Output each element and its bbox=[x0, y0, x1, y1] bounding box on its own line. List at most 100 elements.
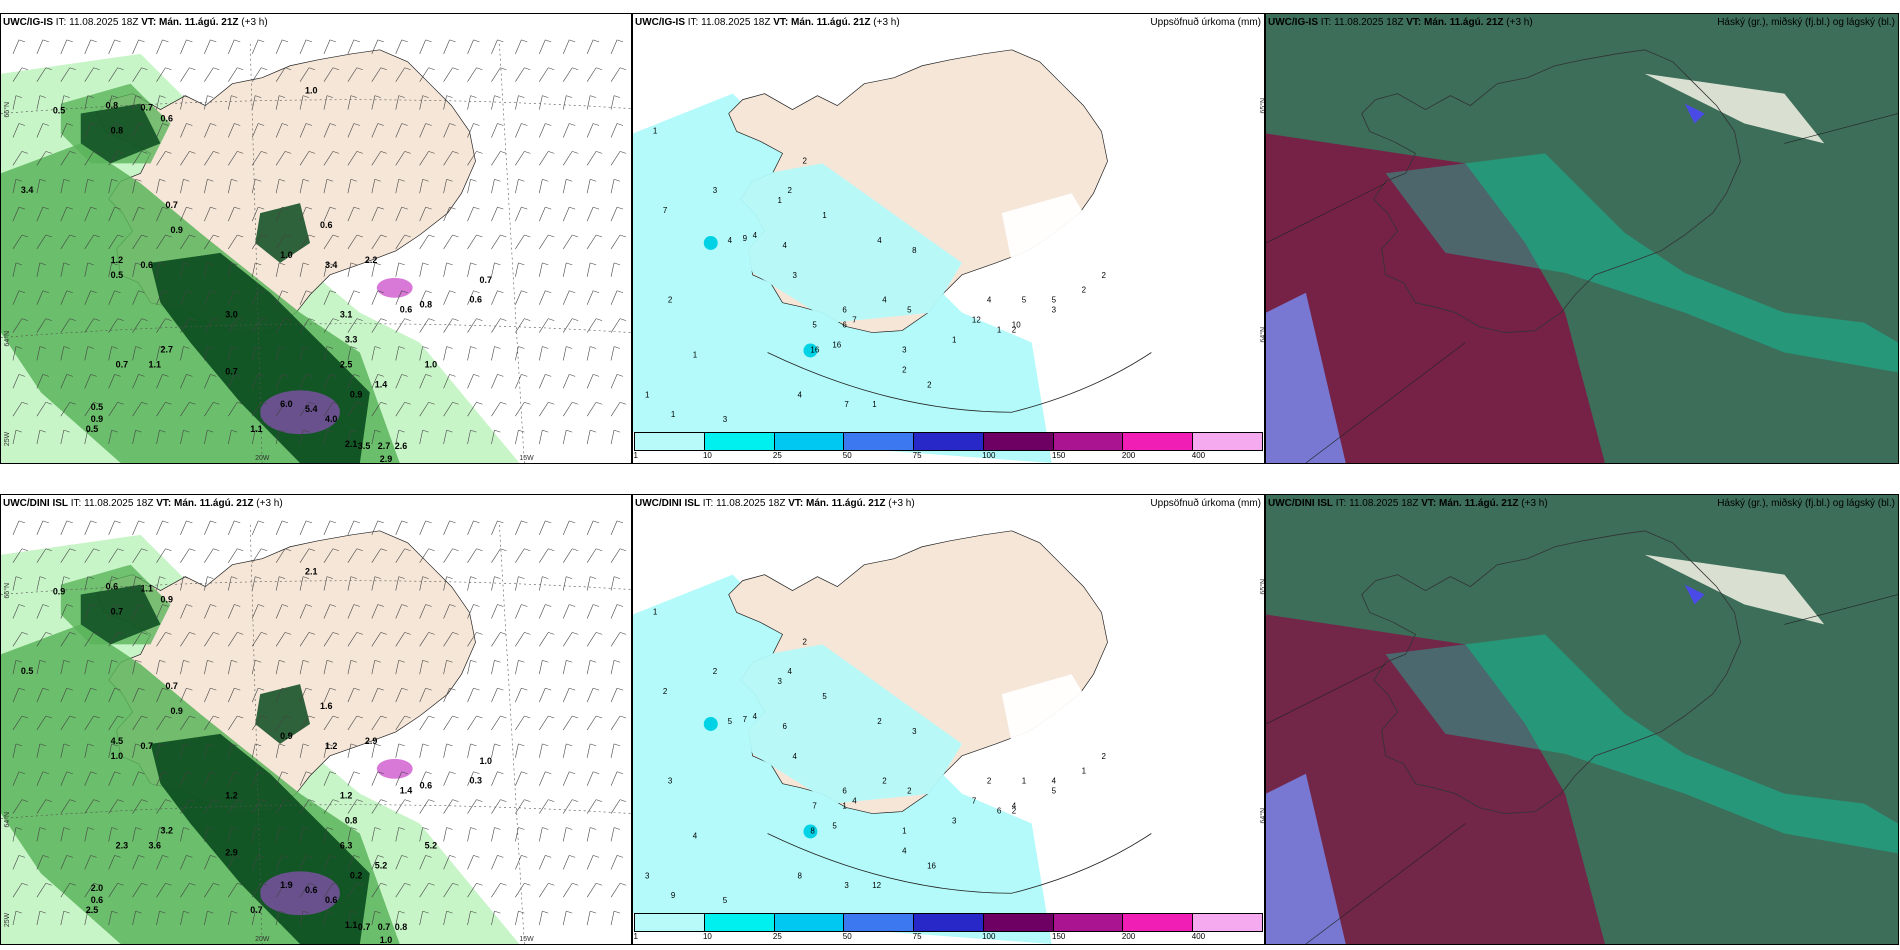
wind-barb-flag bbox=[93, 715, 100, 719]
wind-barb-flag bbox=[422, 576, 429, 579]
wind-barb-flag bbox=[285, 882, 292, 886]
wind-barb-flag bbox=[207, 95, 214, 98]
wind-barb-flag bbox=[326, 659, 334, 663]
wind-barb bbox=[36, 234, 47, 250]
wind-barb bbox=[371, 374, 379, 389]
wind-barb bbox=[132, 771, 139, 786]
wind-barb bbox=[347, 207, 355, 222]
wind-barb-flag bbox=[305, 290, 313, 294]
accum-label: 4 bbox=[902, 846, 907, 855]
wind-barb bbox=[419, 95, 423, 110]
wind-barb-flag bbox=[302, 346, 310, 349]
precip-label: 0.7 bbox=[141, 741, 153, 751]
wind-barb-flag bbox=[111, 576, 118, 579]
wind-barb-flag bbox=[183, 827, 190, 830]
wind-barb bbox=[562, 234, 573, 250]
wind-barb-flag bbox=[596, 799, 603, 802]
graticule-line bbox=[1305, 342, 1466, 463]
wind-barb-flag bbox=[39, 95, 46, 98]
wind-barb bbox=[347, 688, 355, 703]
wind-barb bbox=[371, 67, 382, 82]
wind-barb-flag bbox=[326, 743, 334, 747]
wind-barb bbox=[395, 234, 405, 250]
wind-barb bbox=[515, 660, 519, 675]
wind-barb-flag bbox=[542, 429, 549, 433]
wind-barb bbox=[12, 95, 17, 110]
wind-barb-flag bbox=[15, 95, 23, 98]
wind-barb bbox=[228, 151, 238, 166]
wind-barb-flag bbox=[332, 882, 340, 886]
model-name: UWC/DINI ISL bbox=[3, 498, 68, 509]
accum-label: 1 bbox=[822, 211, 827, 220]
wind-barb bbox=[443, 688, 450, 703]
wind-barb bbox=[467, 39, 474, 54]
wind-barb-flag bbox=[93, 67, 100, 71]
lead-time: (+3 h) bbox=[873, 17, 900, 28]
wind-barb bbox=[84, 95, 89, 110]
wind-barb-flag bbox=[329, 687, 337, 691]
precip-label: 0.7 bbox=[250, 905, 262, 915]
wind-barb-flag bbox=[572, 401, 579, 405]
wind-barb bbox=[371, 688, 379, 703]
wind-barb bbox=[515, 67, 525, 82]
wind-barb-flag bbox=[45, 401, 52, 405]
field-name: Uppsöfnuð úrkoma (mm) bbox=[1150, 17, 1261, 28]
precip-label: 1.0 bbox=[380, 935, 392, 944]
precip-purple-area bbox=[260, 871, 340, 916]
precip-label: 2.3 bbox=[116, 840, 128, 850]
wind-barb-flag bbox=[428, 799, 435, 802]
wind-barb-flag bbox=[590, 576, 597, 579]
wind-barb bbox=[12, 520, 20, 535]
colorbar-tick-label: 25 bbox=[772, 932, 782, 941]
wind-barb bbox=[156, 604, 163, 619]
wind-barb bbox=[84, 604, 91, 619]
grid-label: 65°N bbox=[3, 102, 11, 118]
wind-barb-flag bbox=[401, 206, 408, 210]
wind-barb bbox=[323, 883, 334, 898]
wind-barb-flag bbox=[590, 95, 597, 98]
wind-barb bbox=[180, 430, 184, 445]
wind-barb-flag bbox=[261, 401, 268, 405]
wind-barb-flag bbox=[401, 520, 408, 524]
accumulated-precip-map: 1732114411169432821665743456741322111012… bbox=[633, 14, 1264, 463]
wind-barb bbox=[227, 827, 232, 842]
wind-barb-flag bbox=[279, 429, 286, 433]
wind-barb-flag bbox=[473, 771, 480, 775]
wind-barb-flag bbox=[548, 632, 555, 635]
wind-barb bbox=[491, 632, 501, 647]
wind-barb bbox=[251, 430, 256, 445]
wind-barb bbox=[228, 688, 235, 703]
wind-barb-flag bbox=[18, 771, 26, 775]
wind-barb bbox=[323, 374, 331, 389]
wind-barb bbox=[467, 520, 474, 535]
wind-barb-flag bbox=[308, 548, 316, 552]
wind-barb bbox=[539, 715, 549, 731]
wind-barb-flag bbox=[350, 910, 357, 914]
wind-barb bbox=[491, 576, 495, 591]
wind-barb-flag bbox=[255, 659, 262, 663]
wind-barb-flag bbox=[329, 855, 337, 858]
wind-barb bbox=[36, 883, 47, 898]
wind-barb bbox=[347, 604, 355, 619]
wind-barb bbox=[12, 632, 23, 647]
wind-barb-flag bbox=[452, 401, 459, 405]
wind-barb-flag bbox=[138, 39, 145, 43]
wind-barb-flag bbox=[282, 206, 289, 210]
wind-barb bbox=[132, 374, 139, 389]
wind-barb bbox=[84, 520, 91, 535]
wind-barb-flag bbox=[380, 67, 387, 71]
wind-barb bbox=[84, 548, 94, 563]
wind-barb-flag bbox=[353, 374, 360, 377]
wind-barb bbox=[251, 262, 256, 277]
wind-barb bbox=[347, 883, 358, 898]
precip-label: 0.7 bbox=[479, 275, 491, 285]
wind-barb bbox=[467, 715, 477, 731]
wind-barb bbox=[467, 827, 471, 842]
wind-barb bbox=[156, 346, 160, 361]
wind-barb-flag bbox=[518, 95, 525, 98]
wind-barb-flag bbox=[593, 771, 600, 775]
wind-barb bbox=[515, 262, 519, 277]
wind-barb-flag bbox=[87, 429, 94, 433]
accum-label: 4 bbox=[1012, 802, 1017, 811]
bottom-left-panel: UWC/DINI ISL IT: 11.08.2025 18Z VT: Mán.… bbox=[0, 494, 632, 945]
